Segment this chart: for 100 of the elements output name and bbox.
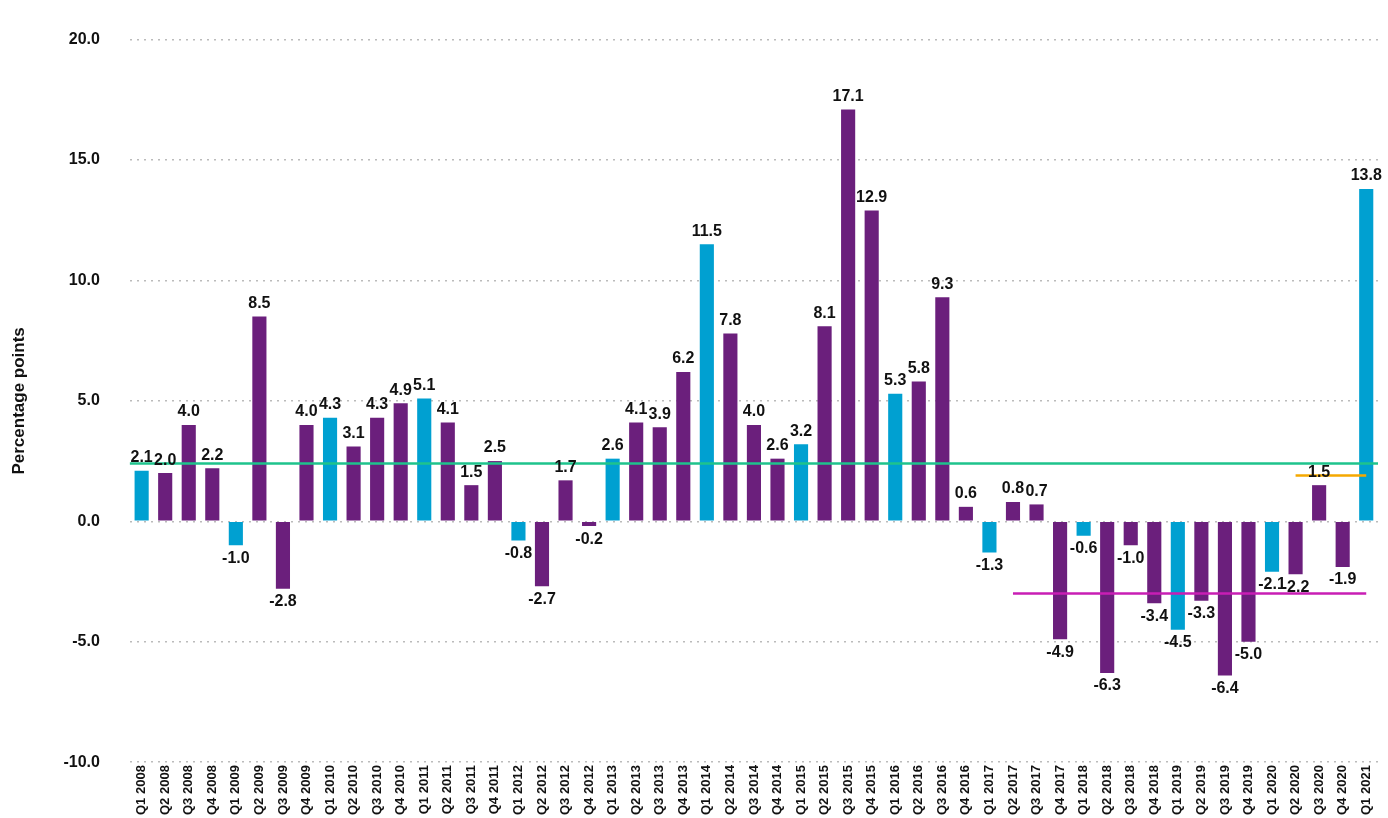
data-label: 9.3: [931, 274, 954, 292]
x-tick-label: Q1 2017: [981, 765, 997, 815]
data-label: 2.5: [483, 438, 507, 456]
data-label: 4.0: [177, 402, 200, 420]
data-label: 4.1: [625, 399, 648, 417]
data-label: 6.2: [672, 349, 695, 367]
bar: [582, 522, 597, 527]
y-tick-label: 5.0: [77, 391, 100, 409]
x-tick-label: Q2 2014: [721, 764, 737, 815]
x-tick-label: Q2 2009: [250, 765, 266, 815]
bar: [534, 522, 550, 587]
data-label: -4.5: [1164, 633, 1192, 651]
x-tick-label: Q1 2021: [1357, 765, 1373, 815]
x-tick-label: Q3 2018: [1122, 765, 1138, 815]
bar: [888, 393, 903, 521]
bar: [1029, 504, 1044, 521]
bar: [1217, 522, 1232, 676]
bar: [676, 371, 691, 521]
x-tick-label: Q3 2014: [745, 764, 761, 815]
x-tick-label: Q1 2015: [792, 765, 808, 815]
x-tick-label: Q2 2013: [627, 765, 643, 815]
bar: [393, 403, 408, 521]
x-tick-label: Q2 2008: [156, 765, 172, 815]
x-tick-label: Q1 2018: [1075, 765, 1091, 815]
bar: [511, 522, 526, 541]
data-label: 17.1: [832, 86, 864, 104]
x-tick-label: Q3 2015: [839, 765, 855, 815]
data-label: -2.7: [528, 589, 556, 607]
data-label: 0.6: [954, 484, 978, 502]
data-label: 4.0: [742, 402, 766, 420]
x-tick-label: Q4 2017: [1051, 765, 1067, 815]
data-label: 4.1: [436, 399, 460, 417]
bar: [770, 458, 785, 521]
data-label: 8.1: [813, 303, 836, 321]
data-label: 0.7: [1025, 481, 1048, 499]
x-tick-label: Q1 2014: [698, 764, 714, 815]
data-label: 4.3: [366, 395, 389, 413]
bar: [134, 470, 149, 521]
x-tick-label: Q3 2012: [557, 765, 573, 815]
x-tick-label: Q1 2019: [1169, 765, 1185, 815]
y-tick-label: -5.0: [72, 632, 100, 650]
x-tick-label: Q2 2015: [816, 765, 832, 815]
x-tick-label: Q4 2009: [298, 765, 314, 815]
bar: [605, 458, 620, 521]
data-label: 2.6: [601, 436, 624, 454]
bar: [629, 422, 644, 521]
bar: [181, 424, 196, 521]
x-tick-label: Q2 2018: [1098, 765, 1114, 815]
data-label: -6.4: [1211, 678, 1239, 696]
data-label: -0.2: [575, 529, 603, 547]
x-tick-label: Q4 2016: [957, 765, 973, 815]
y-tick-label: 0.0: [77, 511, 100, 529]
x-tick-label: Q3 2009: [274, 765, 290, 815]
bar: [1359, 188, 1374, 521]
data-label: -1.3: [975, 556, 1004, 573]
data-label: -1.0: [1116, 548, 1145, 566]
data-label: 13.8: [1350, 166, 1382, 184]
x-tick-label: Q3 2016: [933, 765, 949, 815]
data-label: 7.8: [719, 310, 742, 328]
y-tick-label: 20.0: [68, 30, 100, 48]
bar: [1264, 522, 1280, 572]
x-tick-label: Q2 2020: [1287, 765, 1303, 815]
x-tick-label: Q4 2015: [863, 765, 879, 815]
bar: [817, 326, 832, 521]
x-tick-label: Q4 2019: [1240, 765, 1256, 815]
y-tick-label: 10.0: [68, 270, 100, 288]
bar: [205, 468, 220, 521]
x-tick-label: Q4 2010: [392, 765, 408, 815]
x-tick-label: Q3 2013: [651, 765, 667, 815]
x-tick-label: Q2 2012: [533, 765, 549, 815]
data-label: 5.3: [884, 371, 907, 389]
x-tick-label: Q1 2013: [604, 765, 620, 815]
x-tick-label: Q3 2017: [1028, 765, 1044, 815]
bar: [417, 398, 432, 521]
bar: [1194, 522, 1209, 601]
x-tick-label: Q2 2010: [345, 765, 361, 815]
bar: [1100, 522, 1115, 674]
bar: [911, 381, 926, 521]
bar: [1147, 522, 1162, 604]
bar: [322, 417, 338, 521]
x-tick-label: Q3 2010: [368, 765, 384, 815]
data-label: -2.8: [269, 592, 297, 610]
bar: [1335, 522, 1350, 568]
x-tick-label: Q4 2014: [769, 764, 785, 815]
data-label: 8.5: [248, 293, 271, 311]
x-tick-label: Q2 2016: [910, 765, 926, 815]
data-label: 3.1: [342, 424, 365, 442]
bar: [464, 485, 479, 521]
bar: [746, 424, 761, 521]
x-tick-label: Q2 2019: [1192, 765, 1208, 815]
bar: [558, 480, 573, 521]
bar: [1170, 522, 1185, 630]
x-tick-label: Q2 2011: [439, 765, 455, 815]
x-tick-label: Q4 2012: [580, 765, 596, 815]
data-label: 12.9: [856, 188, 888, 205]
x-tick-label: Q1 2009: [227, 765, 243, 815]
data-label: -3.3: [1187, 604, 1216, 622]
bar: [699, 244, 714, 521]
bar: [228, 522, 243, 546]
x-tick-label: Q1 2020: [1263, 765, 1279, 815]
